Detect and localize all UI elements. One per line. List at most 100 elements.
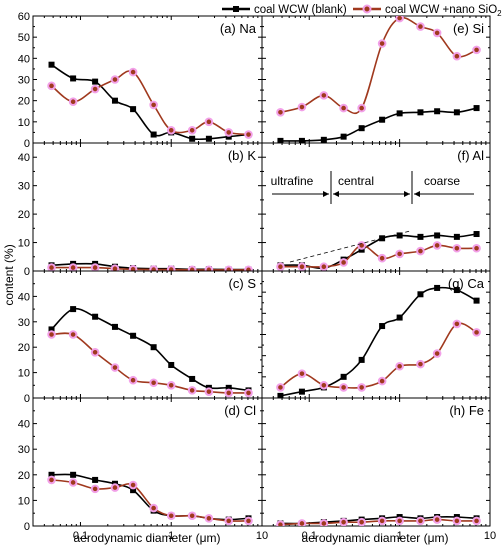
series-line-blank	[50, 307, 249, 392]
data-point-blank	[111, 323, 118, 330]
data-point-blank	[189, 135, 196, 142]
data-point-nano	[377, 376, 387, 386]
data-point-nano	[452, 243, 462, 253]
panel-label: (e) Si	[453, 21, 484, 36]
data-point-nano	[276, 520, 285, 526]
data-point-blank	[340, 373, 347, 380]
y-tick-label: 20	[18, 342, 30, 354]
data-point-nano	[432, 515, 442, 524]
data-point-nano	[47, 475, 56, 485]
y-tick-label: 30	[18, 317, 30, 329]
data-point-nano	[377, 253, 387, 263]
data-point-nano	[452, 51, 462, 61]
data-point-nano	[432, 349, 442, 358]
series-line-nano	[280, 16, 477, 115]
data-point-nano	[128, 67, 138, 77]
y-tick-label: 10	[18, 238, 30, 250]
series-line-blank	[280, 107, 477, 142]
data-point-nano	[110, 75, 120, 84]
data-point-blank	[473, 105, 480, 112]
data-point-nano	[110, 264, 120, 271]
y-tick-label: 40	[18, 152, 30, 164]
panel: 0.1 1 10 (h) Fe	[261, 397, 496, 542]
region-arrow-ultrafine-head	[323, 191, 329, 197]
y-tick-label: 0	[24, 521, 30, 533]
data-point-blank	[453, 287, 460, 294]
series-line-blank	[51, 473, 249, 521]
data-point-nano	[416, 359, 425, 369]
data-point-nano	[204, 117, 214, 127]
data-point-nano	[149, 100, 158, 110]
plot-area	[47, 260, 253, 271]
panel: (f) Al	[261, 142, 491, 272]
data-point-blank	[379, 323, 386, 330]
legend-nano-label: coal WCW +nano SiO2	[385, 4, 502, 18]
data-point-nano	[128, 480, 138, 490]
data-point-nano	[68, 263, 78, 271]
x-tick-label: 10	[484, 530, 496, 542]
data-point-blank	[277, 392, 284, 398]
legend-blank-label: coal WCW (blank)	[254, 4, 347, 16]
data-point-nano	[357, 517, 366, 526]
data-point-blank	[417, 109, 424, 116]
y-tick-label: 0	[24, 266, 30, 278]
data-point-nano	[187, 126, 197, 135]
data-point-blank	[168, 361, 175, 368]
data-point-nano	[472, 516, 481, 526]
data-point-blank	[434, 284, 441, 291]
data-point-nano	[319, 381, 329, 390]
panel-label: (f) Al	[457, 148, 484, 163]
region-label-ultrafine: ultrafine	[271, 174, 314, 188]
data-point-nano	[416, 516, 425, 526]
y-tick-label: 40	[18, 53, 30, 65]
y-tick-label: 20	[18, 209, 30, 221]
data-point-nano	[244, 130, 253, 139]
data-point-nano	[187, 386, 197, 395]
data-point-nano	[339, 258, 348, 267]
data-point-nano	[224, 128, 234, 137]
data-point-nano	[204, 265, 214, 271]
series-line-blank	[51, 64, 249, 141]
data-point-nano	[90, 484, 100, 494]
data-point-nano	[68, 97, 78, 107]
y-tick-label: 20	[18, 96, 30, 108]
data-point-blank	[225, 384, 232, 391]
data-point-blank	[130, 487, 137, 494]
panel: 0 10 20 30 40 (b) K	[18, 142, 263, 278]
plot-area	[276, 514, 481, 526]
data-point-blank	[92, 476, 99, 483]
data-point-nano	[166, 511, 176, 521]
data-point-nano	[166, 126, 176, 135]
data-point-blank	[70, 75, 77, 82]
data-point-nano	[47, 330, 56, 339]
data-point-nano	[339, 383, 348, 392]
x-tick-label: 0.1	[302, 530, 317, 542]
x-tick-label: 10	[256, 530, 268, 542]
data-point-blank	[298, 137, 305, 143]
data-point-nano	[297, 369, 307, 378]
data-point-nano	[90, 84, 100, 94]
data-point-blank	[473, 297, 480, 304]
data-point-nano	[224, 265, 234, 271]
data-point-nano	[128, 264, 138, 271]
y-tick-label: 30	[18, 181, 30, 193]
data-point-nano	[224, 516, 234, 526]
panel-label: (a) Na	[220, 21, 257, 36]
legend-nano-marker	[362, 4, 372, 14]
x-tick-label: 1	[168, 530, 174, 542]
data-point-nano	[68, 330, 78, 339]
x-axis-title-left: aerodynamic diameter (μm)	[74, 531, 221, 545]
series-line-nano	[51, 479, 249, 522]
data-point-nano	[357, 241, 366, 250]
data-point-nano	[319, 91, 329, 100]
data-point-blank	[320, 136, 327, 143]
legend-blank-marker	[233, 6, 239, 12]
data-point-nano	[395, 16, 404, 23]
data-point-nano	[276, 108, 285, 117]
y-tick-label: 60	[18, 11, 30, 23]
data-point-blank	[434, 232, 441, 239]
region-label-coarse: coarse	[424, 174, 460, 188]
data-point-nano	[339, 103, 348, 113]
data-point-blank	[189, 375, 196, 382]
data-point-nano	[357, 383, 366, 392]
